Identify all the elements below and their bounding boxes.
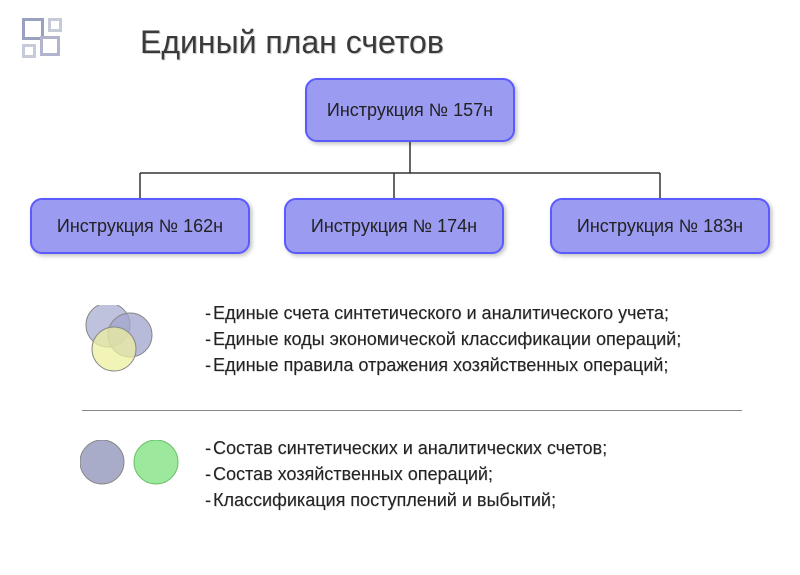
bullet-item: Единые правила отражения хозяйственных о… [205, 352, 681, 378]
bullet-list-common: Единые счета синтетического и аналитичес… [205, 300, 681, 378]
bullet-item: Состав синтетических и аналитических сче… [205, 435, 607, 461]
bullet-list-differences: Состав синтетических и аналитических сче… [205, 435, 607, 513]
venn-icon [80, 305, 170, 385]
tree-child-node-1: Инструкция № 174н [284, 198, 504, 254]
dots-icon [80, 440, 190, 490]
bullet-item: Единые коды экономической классификации … [205, 326, 681, 352]
bullet-item: Единые счета синтетического и аналитичес… [205, 300, 681, 326]
bullet-item: Классификация поступлений и выбытий; [205, 487, 607, 513]
bullet-item: Состав хозяйственных операций; [205, 461, 607, 487]
page-title: Единый план счетов [140, 24, 444, 61]
tree-child-node-0: Инструкция № 162н [30, 198, 250, 254]
org-chart: Инструкция № 157н Инструкция № 162н Инстру… [30, 78, 770, 278]
tree-root-node: Инструкция № 157н [305, 78, 515, 142]
tree-child-node-2: Инструкция № 183н [550, 198, 770, 254]
divider [82, 410, 742, 411]
